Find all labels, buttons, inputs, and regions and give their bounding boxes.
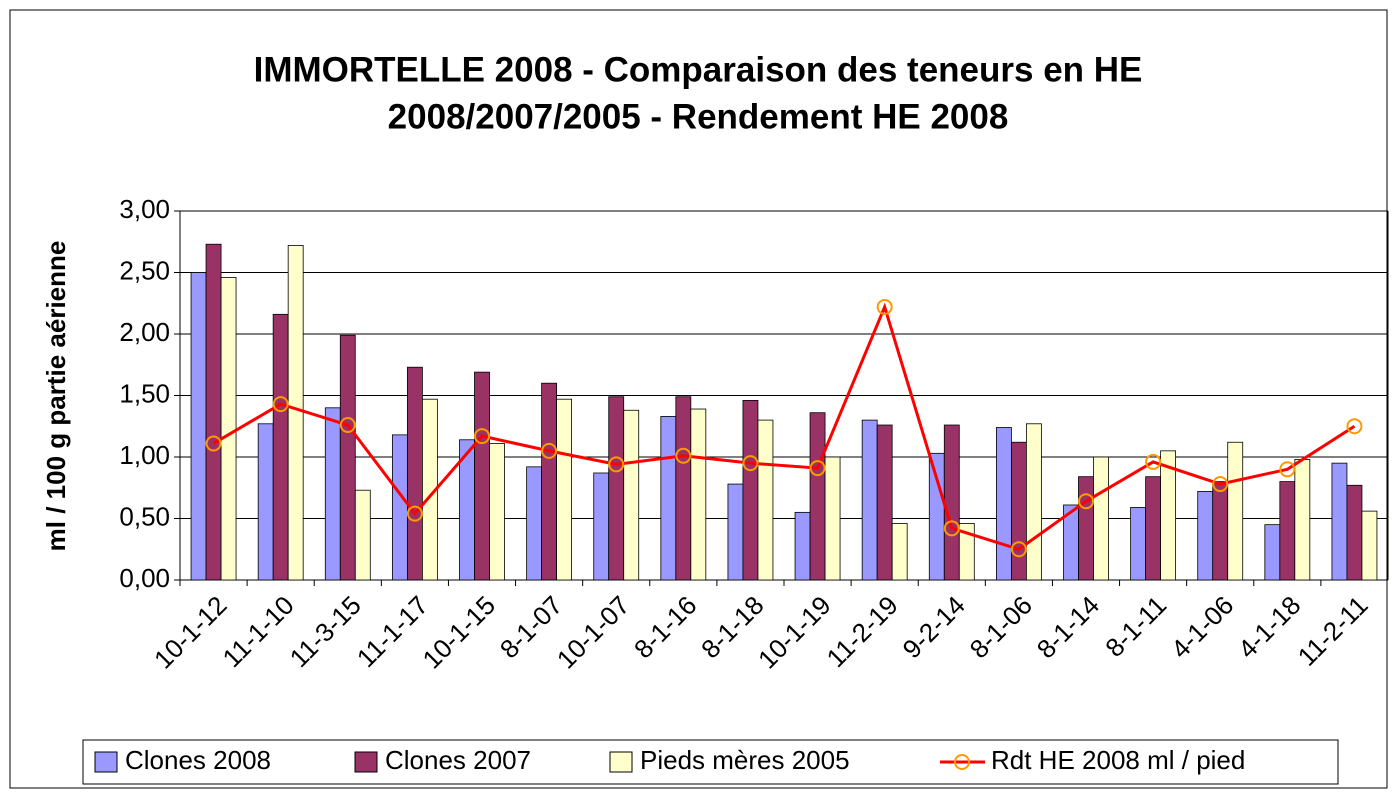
line-marker	[809, 460, 826, 477]
bar	[1130, 507, 1147, 581]
bar	[876, 424, 893, 581]
chart-title: IMMORTELLE 2008 - Comparaison des teneur…	[254, 50, 1143, 89]
line-marker	[1279, 461, 1296, 478]
bar	[489, 443, 505, 581]
bar	[257, 423, 274, 581]
bar	[928, 452, 945, 581]
bar	[1160, 450, 1177, 581]
line-marker	[675, 447, 692, 464]
bar	[891, 523, 908, 581]
bar	[474, 371, 490, 581]
bar	[861, 419, 878, 581]
line-series	[212, 302, 1356, 551]
line-marker	[406, 505, 423, 522]
bar	[272, 313, 289, 581]
bar	[958, 523, 975, 581]
line-marker	[1078, 493, 1094, 510]
bar	[1093, 456, 1109, 581]
line-marker	[943, 520, 960, 537]
bar	[1279, 481, 1296, 581]
bar	[608, 396, 625, 581]
bar	[690, 408, 707, 581]
bar	[220, 277, 237, 581]
line-marker	[541, 442, 558, 459]
line-marker	[742, 455, 759, 472]
y-tick-label: 2,50	[119, 255, 170, 285]
bar	[809, 412, 826, 581]
bar	[824, 456, 841, 581]
bar	[727, 483, 744, 581]
y-tick-label: 3,00	[119, 194, 170, 224]
line-marker	[1212, 476, 1229, 493]
legend	[82, 739, 1339, 785]
line-marker	[1145, 453, 1162, 470]
bar	[526, 466, 543, 581]
bar	[660, 416, 677, 581]
line-marker	[272, 396, 289, 413]
bar	[556, 398, 573, 581]
legend-label: Pieds mères 2005	[640, 745, 850, 775]
bar	[324, 407, 341, 581]
chart-border	[9, 9, 1388, 789]
bar	[623, 409, 640, 581]
y-tick-label: 0,00	[119, 563, 170, 593]
bar	[190, 272, 207, 581]
bar	[1078, 476, 1094, 581]
y-tick-label: 2,00	[119, 317, 170, 347]
y-tick-label: 1,00	[119, 440, 170, 470]
bar	[1197, 491, 1214, 581]
legend-marker	[954, 754, 970, 770]
y-tick-label: 0,50	[119, 501, 170, 531]
bar	[406, 366, 423, 581]
bar	[1010, 441, 1027, 581]
bar	[1346, 484, 1363, 581]
line-marker	[1346, 418, 1363, 435]
line-marker	[608, 456, 625, 473]
legend-label: Clones 2007	[385, 745, 531, 775]
line-marker	[876, 298, 893, 315]
bar	[675, 396, 692, 581]
y-tick-label: 1,50	[119, 378, 170, 408]
bar	[593, 472, 610, 581]
bar	[541, 382, 558, 581]
legend-swatch	[354, 751, 378, 773]
legend-label: Rdt HE 2008 ml / pied	[991, 745, 1245, 775]
chart-title: 2008/2007/2005 - Rendement HE 2008	[388, 97, 1009, 136]
legend-swatch	[609, 751, 633, 773]
bar	[287, 245, 304, 581]
bar	[1264, 524, 1281, 581]
line-marker	[205, 435, 222, 452]
bar	[339, 334, 356, 581]
bar	[354, 489, 371, 581]
bar	[1294, 459, 1311, 581]
bar	[995, 427, 1012, 581]
bar	[1331, 462, 1348, 581]
legend-label: Clones 2008	[125, 745, 271, 775]
legend-swatch	[94, 751, 118, 773]
line-marker	[339, 417, 356, 434]
bar	[742, 400, 759, 581]
line-marker	[474, 428, 490, 445]
bar	[1361, 510, 1378, 581]
bar	[391, 434, 408, 581]
bar	[1145, 476, 1162, 581]
bar	[943, 424, 960, 581]
bar	[1212, 481, 1229, 581]
y-axis-label: ml / 100 g partie aérienne	[41, 241, 71, 552]
bar	[1227, 441, 1244, 581]
bar	[205, 243, 222, 581]
bar	[794, 511, 811, 581]
bar	[757, 419, 774, 581]
bar	[1025, 423, 1042, 581]
line-marker	[1010, 541, 1027, 558]
